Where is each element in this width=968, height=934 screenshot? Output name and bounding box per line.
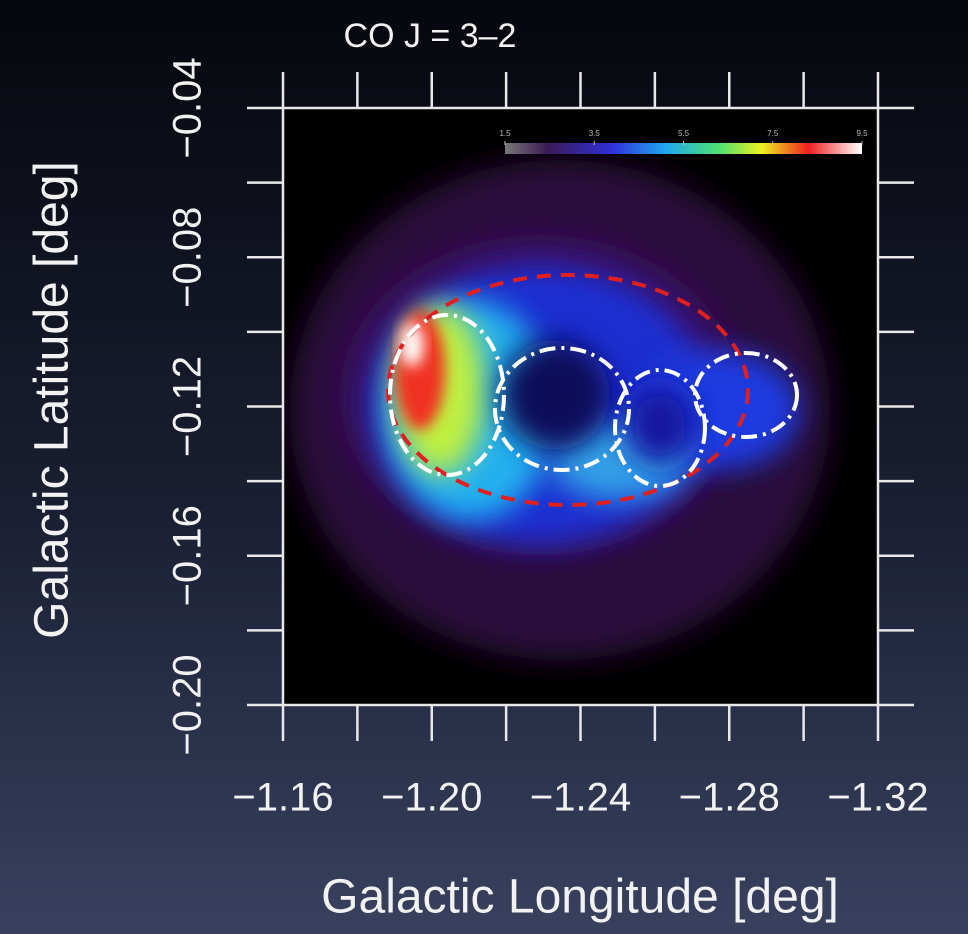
x-tick-label: −1.24 — [530, 776, 631, 820]
y-tick-label: −0.16 — [166, 505, 210, 606]
colorbar-tick-label: 9.5 — [856, 129, 868, 138]
emission-cavity — [625, 385, 695, 465]
x-tick-label: −1.32 — [827, 776, 928, 820]
y-tick-label: −0.12 — [166, 356, 210, 457]
emission-map — [290, 160, 830, 660]
y-tick-label: −0.04 — [166, 57, 210, 158]
x-tick-label: −1.20 — [381, 776, 482, 820]
x-tick-label: −1.28 — [679, 776, 780, 820]
chart: CO J = 3–2 Galactic Longitude [deg] Gala… — [0, 0, 968, 934]
colorbar-tick-label: 5.5 — [678, 129, 690, 138]
emission-peak — [395, 310, 445, 430]
colorbar-tick-label: 3.5 — [589, 129, 601, 138]
chart-title: CO J = 3–2 — [344, 17, 517, 55]
y-axis-label: Galactic Latitude [deg] — [26, 161, 79, 639]
x-tick-label: −1.16 — [232, 776, 333, 820]
colorbar-tick-label: 7.5 — [767, 129, 779, 138]
x-axis-label: Galactic Longitude [deg] — [321, 871, 839, 924]
y-tick-label: −0.20 — [166, 654, 210, 755]
colorbar-tick-label: 1.5 — [499, 129, 511, 138]
y-tick-label: −0.08 — [166, 207, 210, 308]
